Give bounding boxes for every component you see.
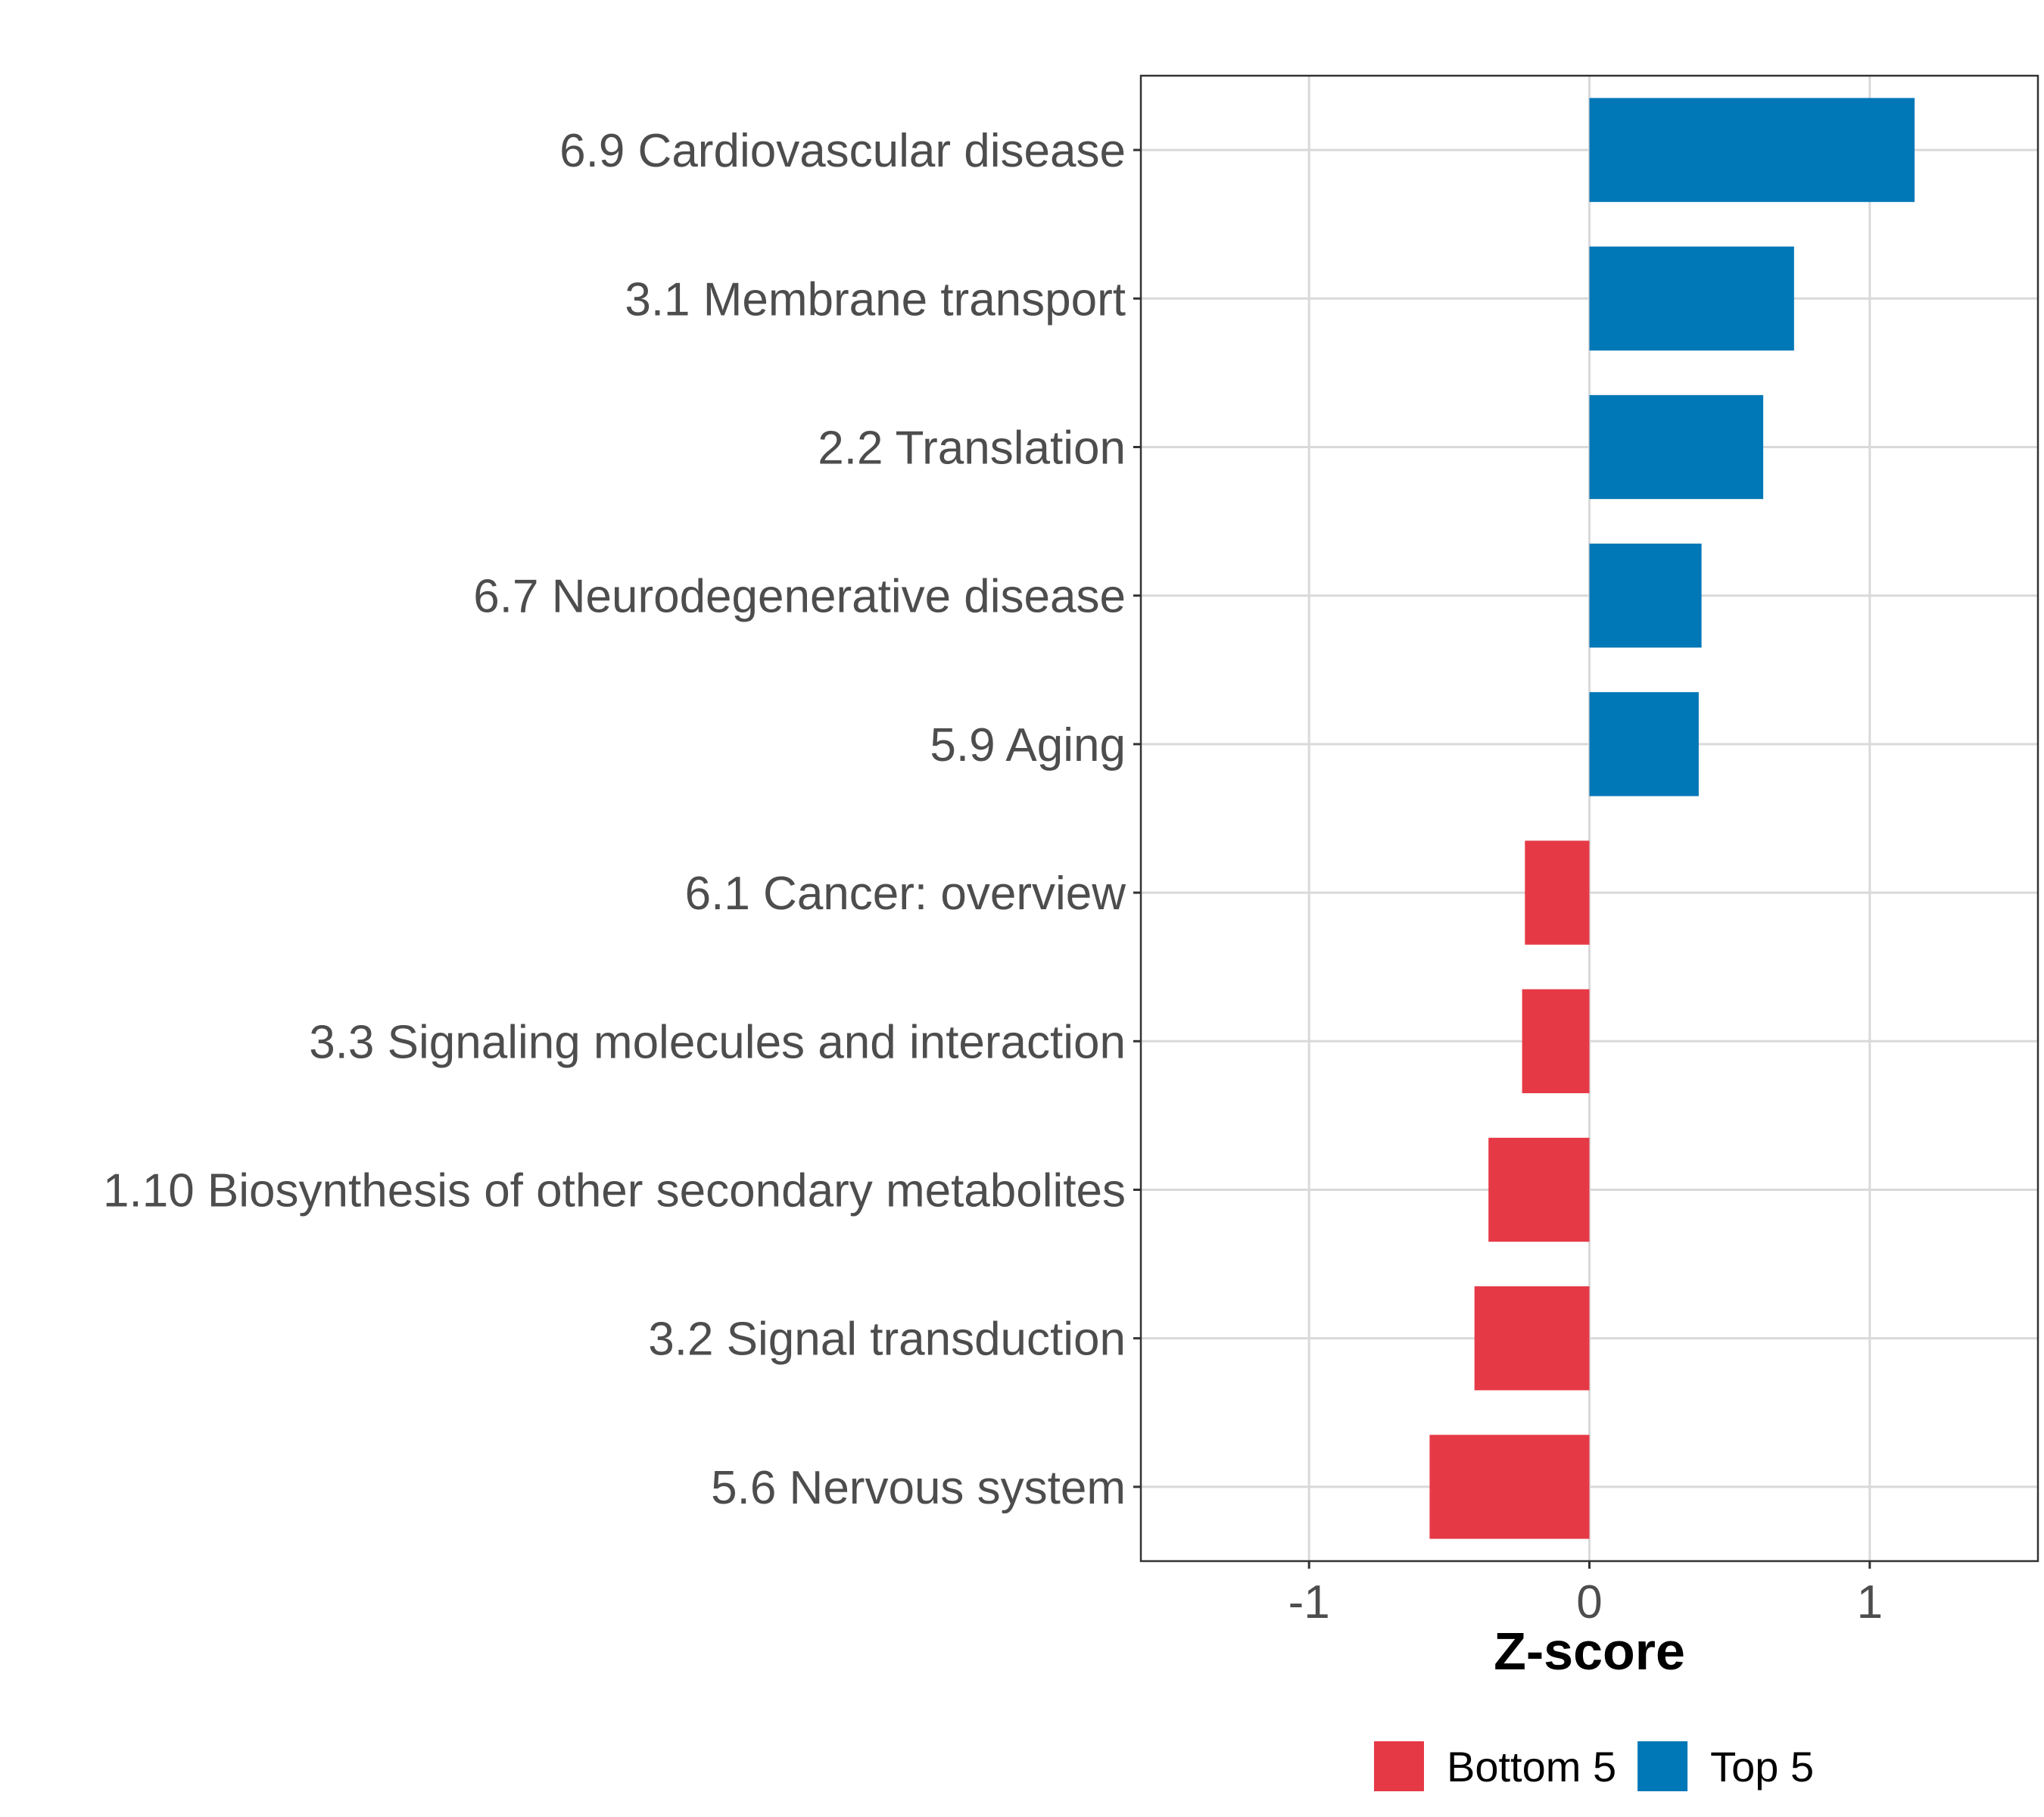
y-tick-label: 6.1 Cancer: overview <box>685 868 1126 920</box>
bar <box>1488 1137 1590 1242</box>
y-tick-label: 6.9 Cardiovascular disease <box>559 125 1126 177</box>
bar <box>1525 840 1590 945</box>
bar <box>1429 1435 1590 1539</box>
x-tick-label: 0 <box>1576 1576 1602 1628</box>
bar <box>1522 989 1590 1093</box>
bar <box>1474 1286 1590 1391</box>
legend-key <box>1374 1741 1424 1791</box>
y-tick-label: 3.3 Signaling molecules and interaction <box>309 1016 1126 1068</box>
legend: Bottom 5 Top 5 <box>1374 1741 1814 1791</box>
legend-key <box>1637 1741 1688 1791</box>
bar <box>1589 246 1794 351</box>
bar <box>1589 394 1764 500</box>
y-tick-label: 3.1 Membrane transport <box>625 273 1126 326</box>
y-tick-label: 5.6 Nervous system <box>711 1462 1126 1514</box>
y-tick-label: 6.7 Neurodegenerative disease <box>473 571 1126 623</box>
bar <box>1589 544 1702 648</box>
x-tick-label: 1 <box>1857 1576 1883 1628</box>
x-axis: -1 0 1 <box>1288 1561 1883 1628</box>
bar <box>1589 98 1915 202</box>
legend-label: Top 5 <box>1710 1743 1814 1791</box>
y-axis: 6.9 Cardiovascular disease 3.1 Membrane t… <box>103 125 1141 1514</box>
bars <box>1429 98 1915 1539</box>
y-tick-label: 5.9 Aging <box>930 719 1126 771</box>
bar <box>1589 692 1699 796</box>
x-axis-title: Z-score <box>1494 1622 1685 1681</box>
y-tick-label: 2.2 Translation <box>818 422 1126 475</box>
x-tick-label: -1 <box>1288 1576 1330 1628</box>
y-tick-label: 1.10 Biosynthesis of other secondary met… <box>103 1165 1126 1217</box>
legend-label: Bottom 5 <box>1447 1743 1616 1791</box>
y-tick-label: 3.2 Signal transduction <box>648 1314 1126 1366</box>
